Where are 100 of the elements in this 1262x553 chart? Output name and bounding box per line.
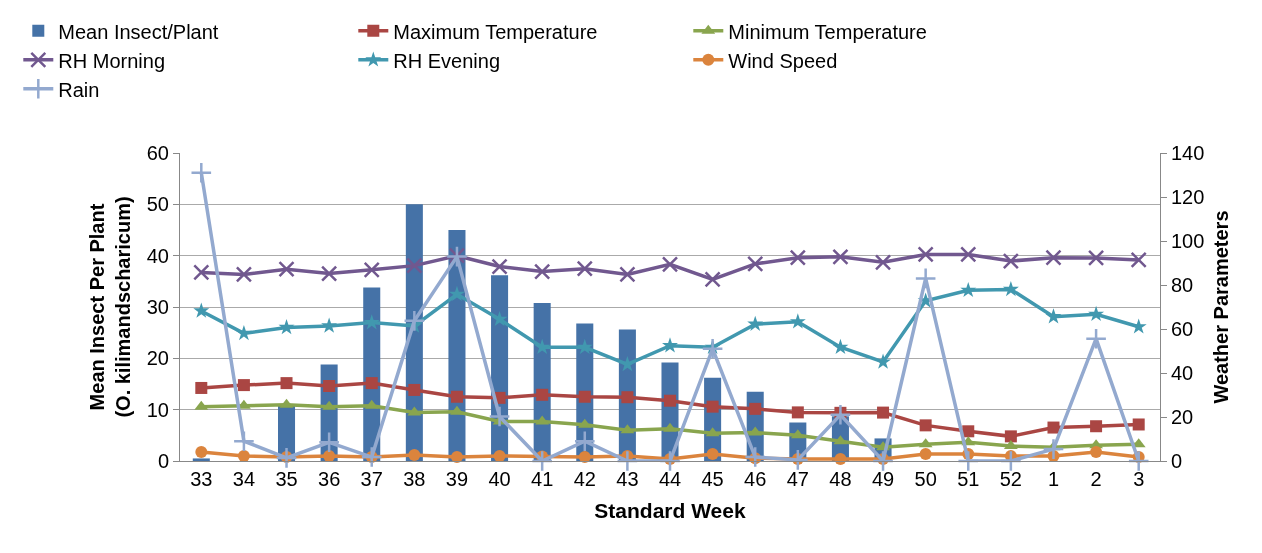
point [406, 257, 423, 274]
point [195, 445, 208, 458]
point [360, 445, 383, 469]
point [534, 338, 551, 355]
point [408, 449, 421, 462]
point [278, 260, 295, 278]
point [1090, 420, 1103, 433]
y-axis-title: Mean Insect Per Plant (O. kilimandscharicum) [86, 196, 135, 418]
legend-label: RH Morning [58, 49, 165, 72]
y2-axis-title: Weather Parameters [1209, 210, 1232, 404]
point [190, 161, 213, 184]
point [403, 309, 426, 332]
x-tick-label: 38 [403, 468, 426, 490]
point [576, 338, 593, 355]
point [917, 246, 934, 263]
legend-label: Mean Insect/Plant [58, 20, 219, 43]
x-tick-label: 1 [1047, 468, 1060, 490]
point [749, 402, 762, 415]
point [193, 302, 210, 318]
point [829, 403, 852, 426]
point [704, 271, 721, 288]
point [1045, 249, 1062, 266]
x-tick-label: 43 [616, 468, 639, 490]
x-tick-label: 44 [658, 468, 682, 490]
x-tick-label: 42 [573, 468, 596, 490]
point [450, 451, 463, 464]
point [746, 255, 764, 273]
x-tick-label: 33 [190, 468, 213, 490]
point [834, 453, 847, 466]
point [1047, 421, 1060, 434]
point [706, 447, 719, 460]
point [914, 267, 937, 290]
point [789, 313, 806, 329]
bar [192, 458, 210, 461]
y2-tick-label: 0 [1171, 450, 1183, 472]
x-tick-label: 41 [531, 468, 554, 490]
x-tick-label: 34 [232, 468, 256, 490]
point [832, 248, 849, 266]
point [1085, 327, 1108, 350]
point [664, 394, 676, 407]
point [662, 337, 678, 353]
x-tick-label: 49 [871, 468, 895, 490]
point [789, 249, 807, 266]
point [278, 319, 295, 335]
x-axis-title: Standard Week [594, 499, 746, 523]
y2-tick-label: 20 [1171, 406, 1194, 428]
point [747, 315, 764, 331]
x-tick-label: 47 [786, 468, 809, 490]
point [962, 425, 975, 438]
point [877, 406, 890, 419]
point [701, 337, 724, 360]
x-tick-label: 35 [275, 468, 298, 490]
point [491, 258, 508, 275]
point [1045, 308, 1062, 324]
point [323, 449, 336, 462]
point [531, 449, 554, 473]
x-tick-label: 39 [445, 468, 469, 490]
y-tick-label: 60 [146, 142, 169, 164]
point [744, 445, 767, 469]
point [363, 261, 380, 279]
point [237, 379, 250, 392]
legend-label: Maximum Temperature [393, 20, 598, 43]
y2-tick-label: 120 [1171, 186, 1205, 208]
point [195, 381, 208, 394]
point [363, 314, 380, 330]
point [874, 254, 892, 271]
point [193, 264, 210, 281]
point [536, 388, 549, 401]
point [365, 377, 378, 390]
point [1088, 305, 1105, 322]
x-tick-label: 3 [1133, 468, 1145, 490]
point [832, 338, 849, 355]
y2-tick-label: 100 [1171, 230, 1205, 252]
point [323, 379, 336, 392]
point [960, 281, 977, 298]
point [578, 390, 591, 403]
point [578, 451, 591, 464]
point [450, 405, 464, 415]
point [1042, 438, 1065, 461]
y-tick-label: 10 [146, 398, 169, 421]
y2-tick-label: 140 [1171, 142, 1205, 164]
point [408, 383, 421, 396]
legend-label: Rain [58, 78, 100, 101]
point [275, 446, 298, 469]
point [999, 449, 1022, 473]
y-tick-label: 40 [146, 244, 169, 267]
x-tick-label: 37 [360, 468, 383, 490]
point [619, 266, 636, 283]
y-tick-label: 30 [146, 296, 169, 318]
point [919, 419, 932, 432]
point [321, 317, 338, 333]
point [533, 263, 551, 280]
y2-tick-label: 80 [1171, 274, 1194, 296]
point [960, 246, 977, 263]
y-tick-label: 20 [146, 347, 169, 370]
point [1127, 449, 1150, 473]
point [1004, 430, 1017, 443]
point [318, 431, 341, 454]
point [663, 422, 677, 432]
point [448, 285, 465, 302]
